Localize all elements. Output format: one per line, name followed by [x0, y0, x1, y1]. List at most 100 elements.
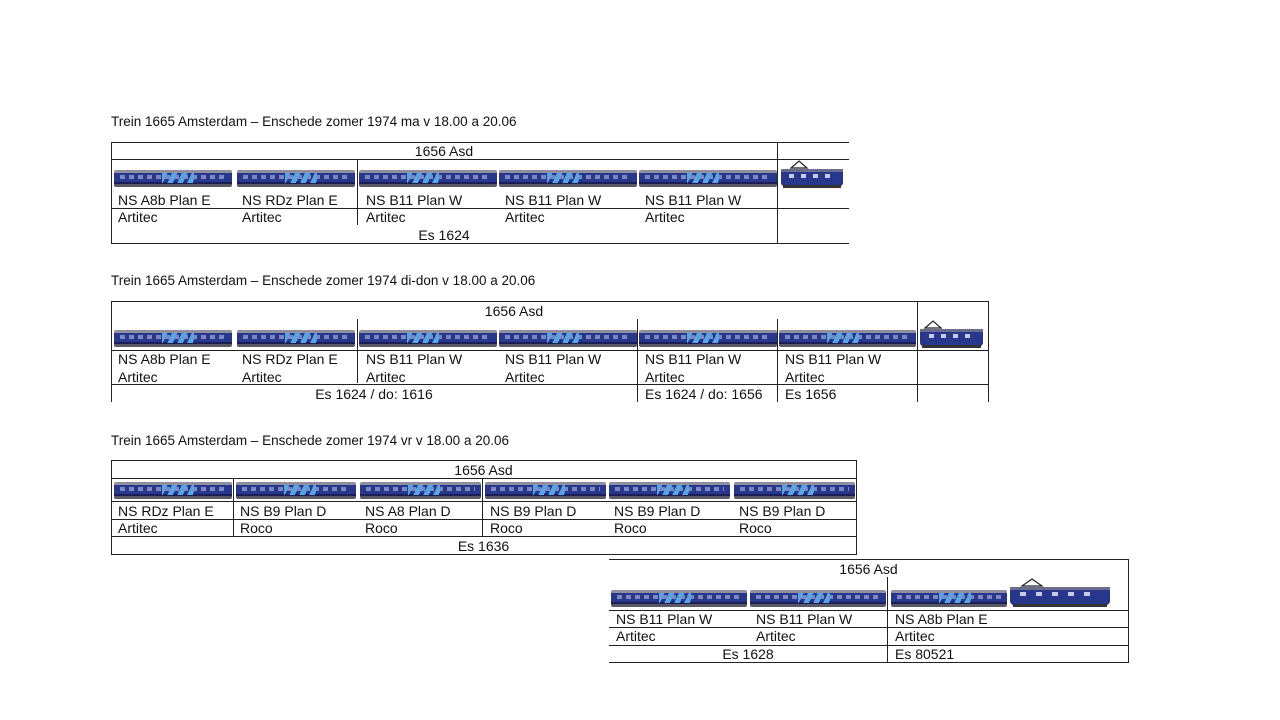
- coach-type: NS RDz Plan E: [118, 503, 214, 519]
- train-coach-icon: [359, 170, 497, 187]
- table-border: [111, 501, 856, 502]
- coach-type: NS B11 Plan W: [645, 192, 742, 208]
- train-coach-icon: [499, 330, 637, 347]
- electric-locomotive-icon: [781, 160, 843, 188]
- table-border: [111, 460, 856, 461]
- coach-type: NS B11 Plan W: [366, 192, 463, 208]
- coach-maker: Artitec: [895, 628, 935, 644]
- train-coach-icon: [639, 330, 777, 347]
- table-border: [887, 577, 888, 663]
- table-border: [637, 319, 638, 402]
- train-coach-icon: [750, 590, 886, 607]
- coach-maker: Artitec: [645, 209, 685, 225]
- train-coach-icon: [114, 170, 232, 187]
- train-coach-icon: [360, 482, 481, 499]
- coach-type: NS A8b Plan E: [118, 192, 211, 208]
- coach-type: NS B11 Plan W: [756, 611, 853, 627]
- train-coach-icon: [639, 170, 777, 187]
- origin-header: 1656 Asd: [454, 462, 513, 478]
- coach-maker: Roco: [739, 520, 772, 536]
- table-border: [609, 627, 1128, 628]
- coach-type: NS B11 Plan W: [505, 192, 602, 208]
- train-coach-icon: [114, 482, 232, 499]
- coach-maker: Roco: [490, 520, 523, 536]
- coach-type: NS A8b Plan E: [895, 611, 988, 627]
- section-title: Trein 1665 Amsterdam – Enschede zomer 19…: [111, 273, 536, 288]
- table-border: [777, 319, 778, 402]
- table-border: [1128, 559, 1129, 663]
- table-border: [111, 243, 849, 244]
- table-border: [111, 460, 112, 555]
- destination: Es 1636: [457, 538, 510, 554]
- table-border: [609, 645, 1128, 646]
- coach-maker: Artitec: [118, 209, 158, 225]
- origin-header: 1656 Asd: [414, 143, 474, 159]
- train-coach-icon: [237, 170, 355, 187]
- table-border: [357, 159, 358, 225]
- coach-maker: Roco: [240, 520, 273, 536]
- table-border: [111, 536, 856, 537]
- coach-maker: Artitec: [118, 520, 158, 536]
- coach-maker: Roco: [614, 520, 647, 536]
- destination: Es 1624 / do: 1656: [645, 386, 763, 402]
- destination: Es 1656: [785, 386, 837, 402]
- table-border: [482, 478, 483, 537]
- electric-locomotive-icon: [1010, 578, 1110, 607]
- table-border: [111, 142, 112, 244]
- coach-maker: Artitec: [505, 369, 545, 385]
- train-coach-icon: [359, 330, 497, 347]
- coach-type: NS B9 Plan D: [240, 503, 327, 519]
- table-border: [111, 519, 856, 520]
- coach-type: NS B11 Plan W: [645, 351, 742, 367]
- table-border: [917, 301, 918, 402]
- table-border: [856, 460, 857, 555]
- table-border: [111, 301, 112, 402]
- train-coach-icon: [114, 330, 232, 347]
- table-border: [988, 301, 989, 402]
- origin-header: 1656 Asd: [839, 561, 898, 577]
- destination: Es 1628: [722, 646, 774, 662]
- coach-maker: Artitec: [616, 628, 656, 644]
- coach-maker: Artitec: [785, 369, 825, 385]
- coach-type: NS RDz Plan E: [242, 192, 338, 208]
- coach-maker: Artitec: [242, 369, 282, 385]
- coach-type: NS B9 Plan D: [614, 503, 701, 519]
- train-coach-icon: [611, 590, 747, 607]
- coach-maker: Artitec: [366, 209, 406, 225]
- table-border: [111, 384, 988, 385]
- coach-type: NS A8 Plan D: [365, 503, 451, 519]
- coach-maker: Artitec: [645, 369, 685, 385]
- origin-header: 1656 Asd: [484, 303, 544, 319]
- coach-maker: Artitec: [366, 369, 406, 385]
- train-coach-icon: [779, 330, 916, 347]
- table-border: [111, 478, 856, 479]
- train-coach-icon: [609, 482, 730, 499]
- coach-type: NS A8b Plan E: [118, 351, 211, 367]
- table-border: [609, 662, 1128, 663]
- coach-type: NS B9 Plan D: [490, 503, 577, 519]
- destination: Es 1624 / do: 1616: [315, 386, 433, 402]
- coach-maker: Artitec: [505, 209, 545, 225]
- table-border: [357, 319, 358, 383]
- train-coach-icon: [485, 482, 606, 499]
- table-border: [111, 350, 988, 351]
- coach-type: NS RDz Plan E: [242, 351, 338, 367]
- table-border: [111, 208, 849, 209]
- table-border: [111, 554, 856, 555]
- train-coach-icon: [734, 482, 855, 499]
- table-border: [233, 478, 234, 537]
- train-coach-icon: [236, 482, 356, 499]
- table-border: [111, 159, 849, 160]
- section-title: Trein 1665 Amsterdam – Enschede zomer 19…: [111, 114, 517, 129]
- section-title: Trein 1665 Amsterdam – Enschede zomer 19…: [111, 433, 509, 448]
- train-coach-icon: [499, 170, 637, 187]
- coach-maker: Artitec: [756, 628, 796, 644]
- table-border: [609, 559, 1128, 560]
- coach-type: NS B11 Plan W: [366, 351, 463, 367]
- coach-type: NS B11 Plan W: [505, 351, 602, 367]
- coach-maker: Artitec: [242, 209, 282, 225]
- table-border: [111, 142, 849, 143]
- destination: Es 80521: [895, 646, 955, 662]
- coach-type: NS B11 Plan W: [785, 351, 882, 367]
- train-coach-icon: [891, 590, 1007, 607]
